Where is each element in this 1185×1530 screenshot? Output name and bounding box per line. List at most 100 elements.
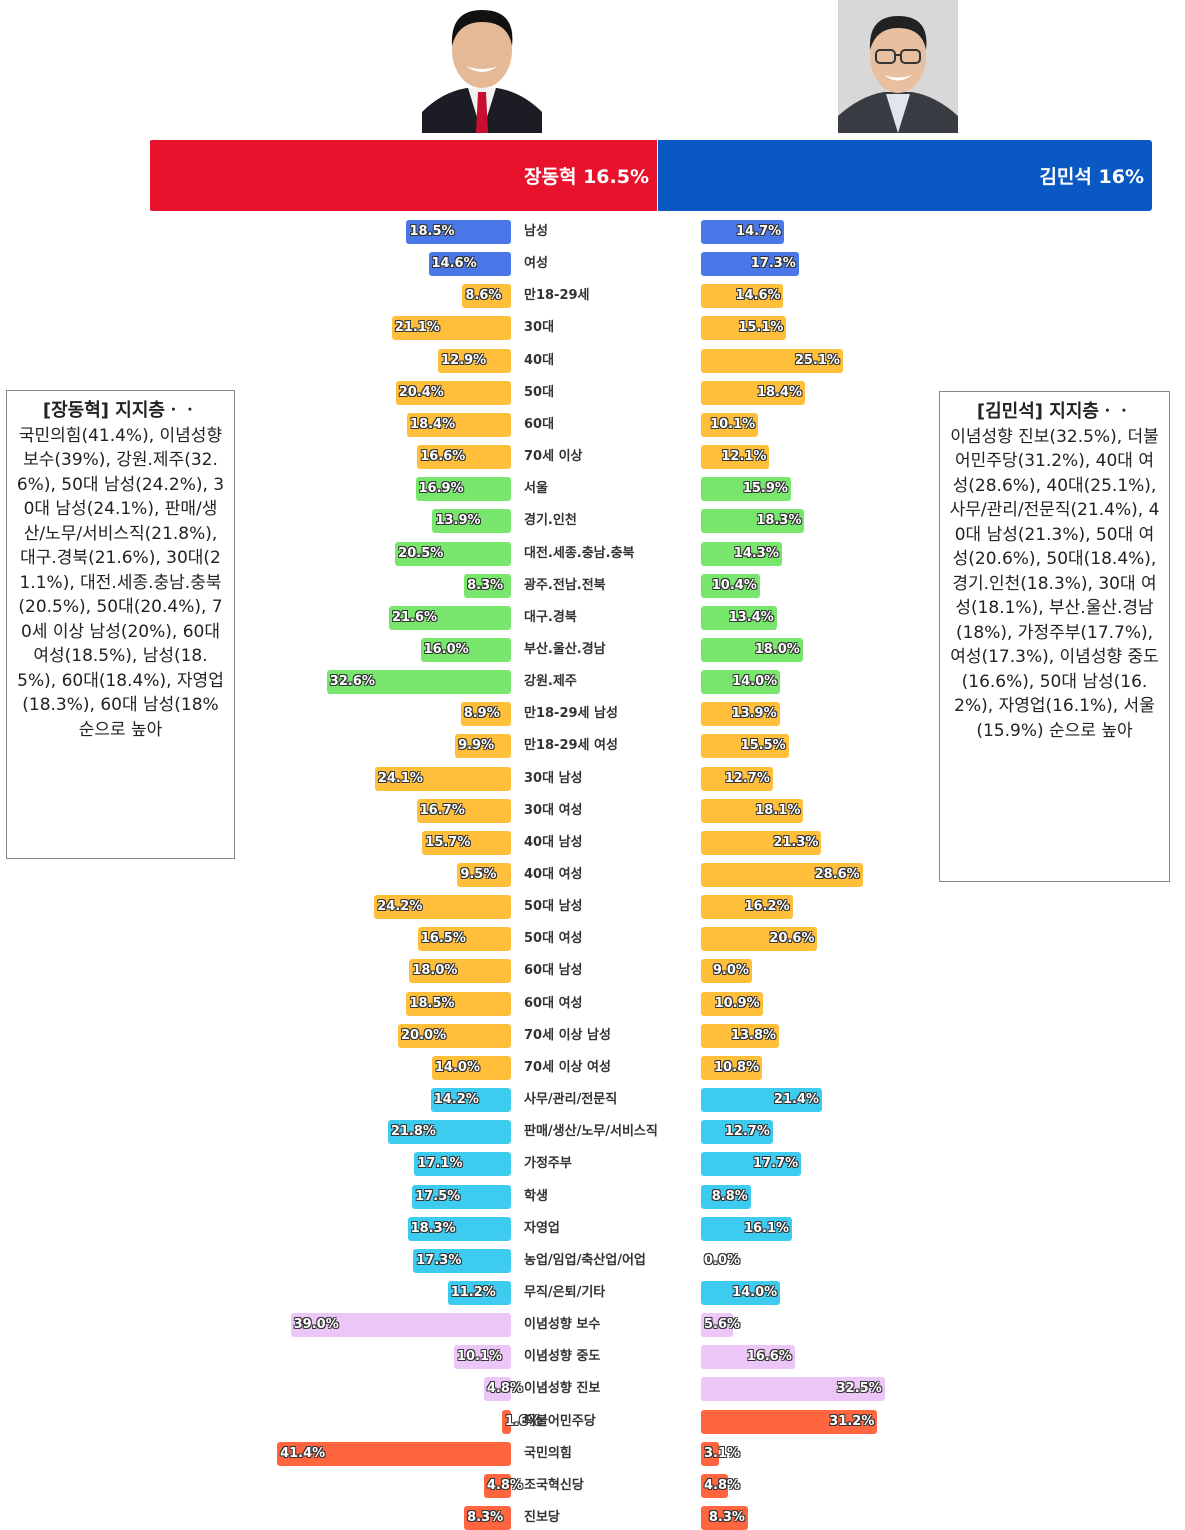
bar-left: [416, 799, 511, 823]
bar-left: [457, 863, 511, 887]
category-label: 대구.경북: [524, 610, 577, 625]
category-label: 국민의힘: [524, 1446, 572, 1461]
bar-right-value: 13.4%: [728, 610, 774, 625]
category-label: 70세 이상: [524, 449, 583, 464]
bar-left-value: 18.0%: [412, 963, 458, 978]
category-label: 50대 여성: [524, 931, 583, 946]
bar-left: [388, 606, 511, 630]
bar-right-value: 13.9%: [731, 706, 777, 721]
bar-right: [701, 638, 803, 662]
bar-left: [398, 1024, 511, 1048]
category-label: 70세 이상 여성: [524, 1060, 611, 1075]
bar-right-value: 21.3%: [773, 835, 819, 850]
bar-left: [430, 1088, 511, 1112]
bar-right-value: 18.3%: [756, 513, 802, 528]
category-label: 대전.세종.충남.충북: [524, 546, 635, 561]
bar-right-value: 4.8%: [704, 1478, 741, 1493]
bar-left-value: 4.8%: [486, 1381, 523, 1396]
bar-right-value: 32.5%: [836, 1381, 882, 1396]
bar-left-value: 8.3%: [467, 1510, 504, 1525]
bar-right: [701, 1345, 795, 1369]
bar-left: [462, 284, 511, 308]
bar-right-value: 17.3%: [750, 256, 796, 271]
bar-left: [417, 927, 511, 951]
bar-left: [290, 1313, 511, 1337]
bar-right-value: 14.3%: [733, 546, 779, 561]
bar-right: [701, 413, 759, 437]
bar-right-value: 31.2%: [829, 1414, 875, 1429]
bar-right: [701, 1442, 719, 1466]
category-label: 농업/임업/축산업/어업: [524, 1253, 646, 1268]
category-label: 학생: [524, 1189, 548, 1204]
bar-left-value: 20.4%: [398, 385, 444, 400]
category-label: 무직/은퇴/기타: [524, 1285, 606, 1300]
bar-left-value: 32.6%: [329, 674, 375, 689]
category-label: 40대 남성: [524, 835, 583, 850]
category-label: 부산.울산.경남: [524, 642, 606, 657]
bar-right: [701, 381, 805, 405]
bar-right-value: 12.7%: [724, 1124, 770, 1139]
bar-right: [701, 767, 773, 791]
left-supporters-box: [장동혁] 지지층ㆍㆍ 국민의힘(41.4%), 이념성향 보수(39%), 강…: [6, 390, 235, 859]
bar-right-value: 14.7%: [736, 224, 782, 239]
bar-left-value: 16.5%: [420, 931, 466, 946]
bar-right: [701, 574, 760, 598]
bar-right-value: 15.1%: [738, 320, 784, 335]
bar-left-value: 16.7%: [419, 803, 465, 818]
bar-left: [407, 1217, 511, 1241]
right-box-body: 이념성향 진보(32.5%), 더불어민주당(31.2%), 40대 여성(28…: [949, 426, 1160, 741]
category-label: 50대: [524, 385, 555, 400]
bar-left: [277, 1442, 511, 1466]
category-label: 40대: [524, 353, 555, 368]
left-box-body: 국민의힘(41.4%), 이념성향 보수(39%), 강원.제주(32.6%),…: [16, 425, 225, 740]
bar-left: [326, 670, 511, 694]
category-label: 만18-29세: [524, 288, 590, 303]
category-label: 이념성향 보수: [524, 1317, 601, 1332]
bar-left-value: 18.3%: [410, 1221, 456, 1236]
bar-left-value: 8.9%: [463, 706, 500, 721]
bar-right: [701, 349, 843, 373]
portrait-man-red-tie-icon: [422, 0, 542, 133]
bar-right-value: 18.4%: [756, 385, 803, 400]
bar-left: [395, 381, 511, 405]
right-supporters-box: [김민석] 지지층ㆍㆍ 이념성향 진보(32.5%), 더불어민주당(31.2%…: [939, 391, 1170, 882]
bar-right: [701, 799, 804, 823]
bar-right: [701, 1281, 781, 1305]
bar-right: [701, 220, 785, 244]
bar-left-value: 16.9%: [418, 481, 464, 496]
category-label: 30대 남성: [524, 771, 583, 786]
bar-left: [438, 349, 511, 373]
bar-left-value: 17.1%: [417, 1156, 463, 1171]
bar-left-value: 1.6%: [504, 1414, 542, 1429]
bar-right: [701, 831, 822, 855]
bar-right-value: 10.4%: [711, 578, 757, 593]
bar-left-value: 13.9%: [435, 513, 481, 528]
category-label: 광주.전남.전북: [524, 578, 606, 593]
bar-left: [415, 477, 511, 501]
bar-left: [407, 413, 511, 437]
bar-right-value: 28.6%: [814, 867, 860, 882]
bar-right: [701, 1474, 729, 1498]
bar-left-value: 18.5%: [409, 224, 455, 239]
bar-right: [701, 252, 799, 276]
bar-left: [391, 316, 511, 340]
bar-right-value: 21.4%: [773, 1092, 820, 1107]
bar-right-value: 0.0%: [704, 1253, 741, 1268]
bar-right: [701, 1024, 779, 1048]
category-label: 60대: [524, 417, 555, 432]
bar-left-value: 21.6%: [391, 610, 438, 625]
bar-right: [701, 1217, 792, 1241]
category-label: 자영업: [524, 1221, 560, 1236]
bar-left-value: 9.9%: [458, 738, 495, 753]
right-box-title: [김민석] 지지층ㆍㆍ: [976, 401, 1133, 422]
bar-right-value: 3.1%: [704, 1446, 741, 1461]
bar-right: [701, 734, 789, 758]
bar-left: [501, 1410, 511, 1434]
bar-right-value: 14.0%: [732, 1285, 778, 1300]
bar-right: [701, 1185, 751, 1209]
bar-left: [460, 702, 511, 726]
bar-left-value: 24.1%: [377, 771, 423, 786]
category-label: 여성: [524, 256, 548, 271]
bar-left-value: 18.5%: [409, 996, 455, 1011]
bar-right: [701, 509, 805, 533]
